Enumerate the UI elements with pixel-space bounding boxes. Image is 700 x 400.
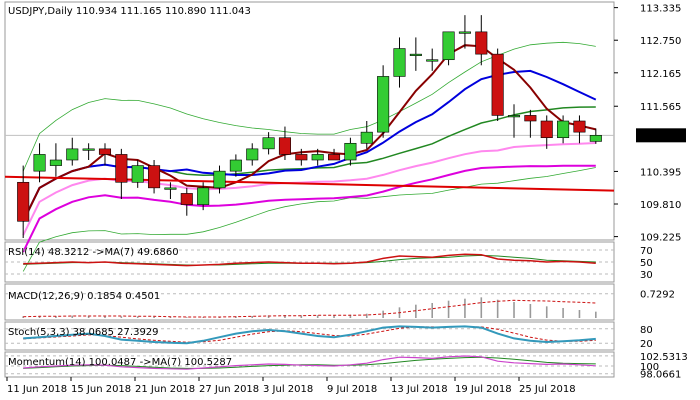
indicator-tick-label: 70 bbox=[640, 246, 653, 257]
candle-body bbox=[442, 31, 455, 61]
macd-signal-line bbox=[23, 299, 596, 318]
candle-body bbox=[17, 181, 30, 222]
y-tick-label: 111.565 bbox=[640, 102, 681, 113]
indicator-tick-label: 100 bbox=[640, 362, 659, 373]
candle-body bbox=[311, 154, 324, 161]
stoch-line bbox=[23, 325, 596, 345]
candle-body bbox=[409, 53, 422, 56]
candle-body bbox=[557, 120, 570, 139]
candle-body bbox=[589, 135, 602, 142]
indicator-tick-label: 20 bbox=[640, 339, 653, 350]
indicator-tick-label: 50 bbox=[640, 258, 653, 269]
ma50-line bbox=[22, 164, 596, 253]
y-tick-label: 112.165 bbox=[640, 69, 681, 80]
candle-body bbox=[98, 148, 112, 155]
candle-body bbox=[262, 137, 275, 150]
candle-body bbox=[491, 53, 504, 116]
candle-body bbox=[573, 120, 586, 133]
chart-header: USDJPY,Daily 110.934 111.165 110.890 111… bbox=[8, 6, 251, 17]
candle-body bbox=[278, 137, 291, 155]
y-tick-label: 112.750 bbox=[640, 36, 681, 47]
x-tick-label: 3 Jul 2018 bbox=[263, 384, 313, 395]
candle-body bbox=[295, 154, 308, 161]
indicator-header: MACD(12,26,9) 0.1854 0.4501 bbox=[8, 291, 160, 302]
ma200-line bbox=[4, 175, 615, 192]
y-tick-label: 109.810 bbox=[640, 200, 681, 211]
candle-body bbox=[393, 48, 406, 77]
candle-body bbox=[344, 142, 357, 161]
candle-body bbox=[197, 187, 210, 205]
candle-body bbox=[475, 31, 488, 55]
indicator-header: Stoch(5,3,3) 38.0685 27.3929 bbox=[8, 327, 159, 338]
x-tick-label: 25 Jul 2018 bbox=[519, 384, 576, 395]
candle-body bbox=[213, 170, 226, 189]
candle-body bbox=[507, 115, 521, 118]
macd-panel bbox=[4, 283, 615, 321]
candle-body bbox=[49, 159, 62, 166]
x-tick-label: 11 Jun 2018 bbox=[7, 384, 67, 395]
x-tick-label: 19 Jul 2018 bbox=[455, 384, 512, 395]
main-panel bbox=[4, 1, 615, 241]
momentum-line bbox=[23, 355, 596, 370]
y-tick-label: 109.225 bbox=[640, 233, 681, 244]
indicator-header: RSI(14) 48.3212 ->MA(7) 49.6860 bbox=[8, 247, 179, 258]
candle-body bbox=[246, 148, 259, 161]
bollinger-lower-line bbox=[22, 167, 596, 272]
candle-body bbox=[540, 120, 553, 139]
y-tick-label: 110.395 bbox=[640, 167, 681, 178]
current-price-label: 111.043 bbox=[640, 131, 681, 142]
indicator-tick-label: 98.0661 bbox=[640, 370, 681, 381]
indicator-header: Momentum(14) 100.0487 ->MA(7) 100.5287 bbox=[8, 357, 232, 368]
candle-body bbox=[131, 165, 144, 183]
indicator-tick-label: 30 bbox=[640, 270, 653, 281]
candle-body bbox=[458, 31, 471, 34]
indicator-tick-label: 0.7292 bbox=[640, 290, 675, 301]
candle-body bbox=[328, 154, 341, 161]
x-tick-label: 15 Jun 2018 bbox=[71, 384, 131, 395]
rsi-line bbox=[23, 253, 596, 267]
x-tick-label: 27 Jun 2018 bbox=[199, 384, 259, 395]
candle-body bbox=[148, 165, 161, 189]
candle-body bbox=[377, 76, 390, 133]
x-tick-label: 13 Jul 2018 bbox=[391, 384, 448, 395]
candle-body bbox=[229, 159, 242, 172]
indicator-tick-label: 80 bbox=[640, 325, 653, 336]
y-tick-label: 113.335 bbox=[640, 4, 681, 15]
candle-body bbox=[33, 154, 46, 172]
candle-body bbox=[426, 59, 439, 62]
x-tick-label: 21 Jun 2018 bbox=[135, 384, 195, 395]
indicator-tick-label: 102.5313 bbox=[640, 352, 688, 363]
current-price-tag bbox=[636, 128, 686, 143]
stoch-signal-line bbox=[23, 326, 596, 343]
candle-body bbox=[180, 193, 193, 205]
candle-body bbox=[66, 148, 79, 161]
candle-body bbox=[524, 115, 537, 122]
candle-body bbox=[115, 154, 128, 183]
candle-body bbox=[360, 131, 373, 144]
candle-body bbox=[164, 187, 177, 190]
candle-body bbox=[82, 148, 95, 151]
x-tick-label: 9 Jul 2018 bbox=[327, 384, 377, 395]
